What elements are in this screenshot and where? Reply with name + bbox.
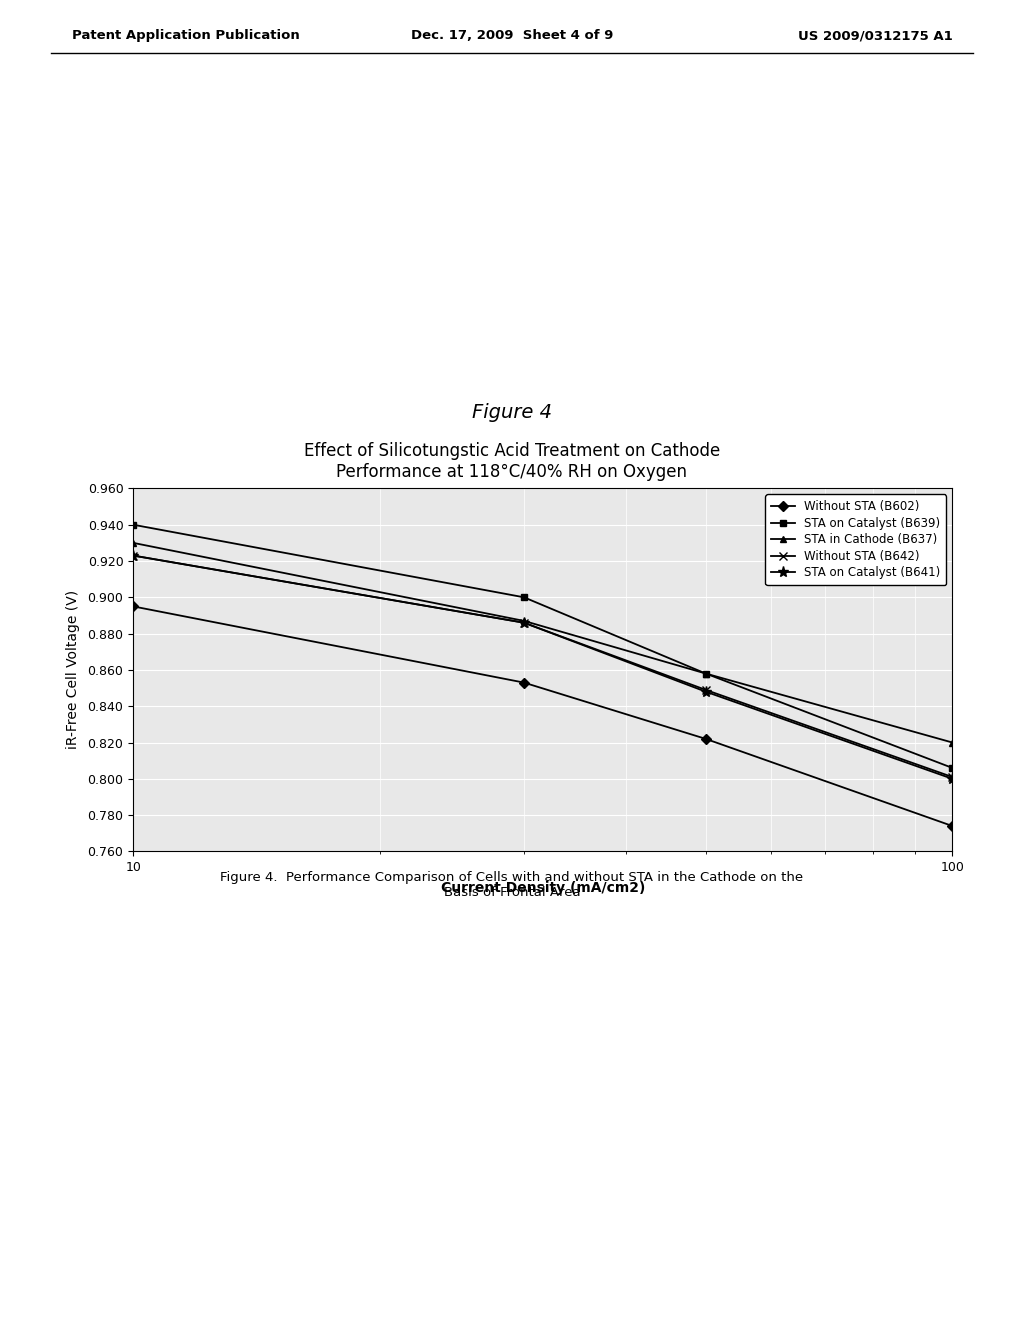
Line: Without STA (B602): Without STA (B602) [130,603,955,829]
Text: Figure 4.  Performance Comparison of Cells with and without STA in the Cathode o: Figure 4. Performance Comparison of Cell… [220,871,804,899]
STA on Catalyst (B641) [946,771,958,787]
STA in Cathode (B637) [946,735,958,751]
STA in Cathode (B637) [127,535,139,550]
Without STA (B642) [946,770,958,785]
Text: US 2009/0312175 A1: US 2009/0312175 A1 [798,29,952,42]
Without STA (B642) [699,682,712,698]
Without STA (B602) [127,598,139,614]
STA on Catalyst (B641) [127,548,139,564]
Text: Dec. 17, 2009  Sheet 4 of 9: Dec. 17, 2009 Sheet 4 of 9 [411,29,613,42]
Without STA (B642) [127,548,139,564]
Legend: Without STA (B602), STA on Catalyst (B639), STA in Cathode (B637), Without STA (: Without STA (B602), STA on Catalyst (B63… [765,494,946,585]
Line: STA on Catalyst (B641): STA on Catalyst (B641) [128,550,957,784]
STA on Catalyst (B639) [699,665,712,681]
Text: Effect of Silicotungstic Acid Treatment on Cathode
Performance at 118°C/40% RH o: Effect of Silicotungstic Acid Treatment … [304,442,720,480]
Text: Figure 4: Figure 4 [472,403,552,421]
STA on Catalyst (B641) [518,615,530,631]
Line: STA on Catalyst (B639): STA on Catalyst (B639) [130,521,955,771]
STA on Catalyst (B639) [518,589,530,605]
STA on Catalyst (B639) [127,517,139,533]
Line: Without STA (B642): Without STA (B642) [129,552,956,781]
Text: Patent Application Publication: Patent Application Publication [72,29,299,42]
STA on Catalyst (B639) [946,760,958,776]
Without STA (B602) [699,731,712,747]
STA in Cathode (B637) [699,665,712,681]
Y-axis label: iR-Free Cell Voltage (V): iR-Free Cell Voltage (V) [67,590,81,750]
Without STA (B642) [518,615,530,631]
Without STA (B602) [518,675,530,690]
STA in Cathode (B637) [518,612,530,628]
X-axis label: Current Density (mA/cm2): Current Density (mA/cm2) [440,880,645,895]
Without STA (B602) [946,818,958,834]
STA on Catalyst (B641) [699,684,712,700]
Line: STA in Cathode (B637): STA in Cathode (B637) [130,540,955,746]
